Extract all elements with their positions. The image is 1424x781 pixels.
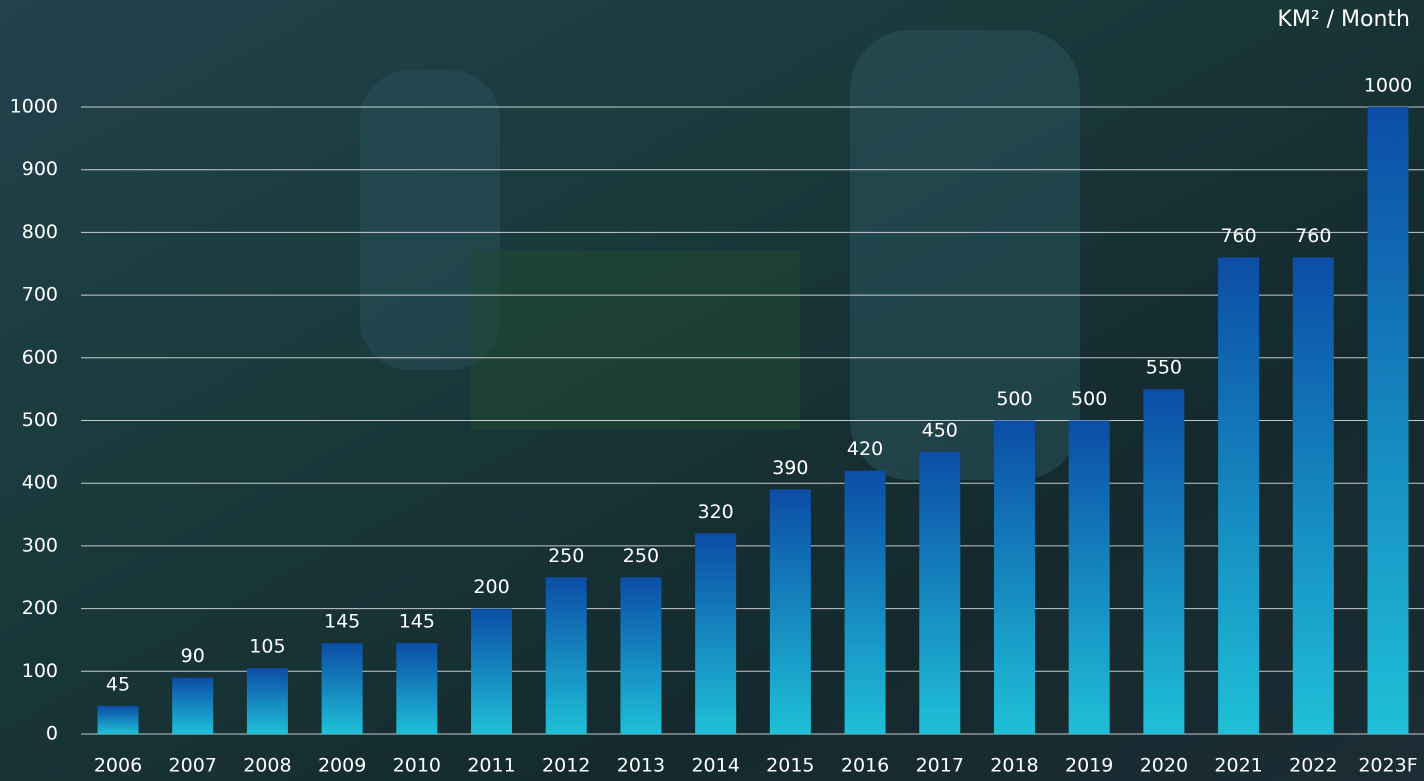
x-tick-label: 2021 (1214, 755, 1262, 777)
x-tick-label: 2019 (1065, 755, 1113, 777)
bar (993, 420, 1035, 734)
bar (1218, 257, 1260, 734)
value-label: 500 (996, 388, 1032, 410)
x-tick-label: 2006 (94, 755, 142, 777)
background-figure (850, 30, 1080, 480)
y-tick-label: 1000 (10, 96, 58, 118)
value-label: 200 (473, 576, 509, 598)
bar (1143, 389, 1185, 734)
value-label: 500 (1071, 388, 1107, 410)
x-tick-label: 2008 (243, 755, 291, 777)
bar (321, 643, 363, 734)
y-tick-label: 800 (22, 221, 58, 243)
value-label: 250 (548, 545, 584, 567)
value-label: 45 (106, 673, 130, 695)
bar (620, 577, 662, 734)
x-tick-label: 2012 (542, 755, 590, 777)
bar (1292, 257, 1334, 734)
value-label: 1000 (1364, 75, 1412, 97)
x-tick-label: 2022 (1289, 755, 1337, 777)
bar (1367, 107, 1409, 734)
bar (246, 668, 288, 734)
value-label: 390 (772, 457, 808, 479)
y-tick-label: 200 (22, 597, 58, 619)
value-label: 420 (847, 438, 883, 460)
value-label: 550 (1146, 357, 1182, 379)
x-tick-label: 2017 (916, 755, 964, 777)
x-tick-label: 2023F (1358, 755, 1417, 777)
background-board (470, 250, 800, 430)
y-tick-label: 0 (46, 723, 58, 745)
x-tick-label: 2009 (318, 755, 366, 777)
bar (844, 470, 886, 734)
y-tick-label: 300 (22, 534, 58, 556)
value-label: 105 (249, 636, 285, 658)
x-tick-label: 2015 (766, 755, 814, 777)
y-tick-label: 400 (22, 472, 58, 494)
x-tick-label: 2011 (467, 755, 515, 777)
bar (769, 489, 811, 734)
y-tick-label: 600 (22, 346, 58, 368)
x-tick-label: 2007 (169, 755, 217, 777)
value-label: 145 (324, 611, 360, 633)
x-tick-label: 2016 (841, 755, 889, 777)
bar (919, 451, 961, 734)
x-tick-label: 2018 (990, 755, 1038, 777)
value-label: 760 (1295, 225, 1331, 247)
bar (471, 608, 513, 734)
y-tick-label: 900 (22, 158, 58, 180)
x-tick-label: 2010 (393, 755, 441, 777)
value-label: 320 (698, 501, 734, 523)
bar (1068, 420, 1110, 734)
bar (396, 643, 438, 734)
bar (545, 577, 587, 734)
value-label: 250 (623, 545, 659, 567)
y-tick-label: 700 (22, 284, 58, 306)
value-label: 760 (1220, 225, 1256, 247)
x-tick-label: 2020 (1140, 755, 1188, 777)
unit-label: KM² / Month (1277, 7, 1410, 32)
bar (172, 677, 214, 734)
bar (97, 705, 139, 734)
x-tick-label: 2014 (691, 755, 739, 777)
bar (695, 533, 737, 734)
value-label: 450 (922, 419, 958, 441)
value-label: 90 (181, 645, 205, 667)
x-tick-label: 2013 (617, 755, 665, 777)
y-tick-label: 500 (22, 409, 58, 431)
y-tick-label: 100 (22, 660, 58, 682)
value-label: 145 (399, 611, 435, 633)
